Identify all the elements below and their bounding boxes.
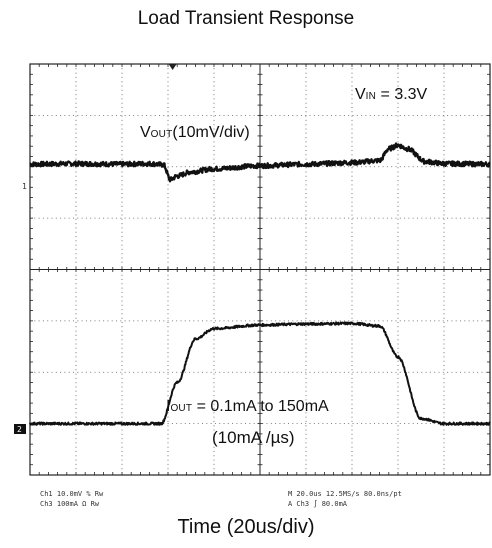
trace-ch1 bbox=[29, 142, 491, 183]
channel-2-marker: 2 bbox=[17, 425, 22, 434]
footer-right-line-1: M 20.0us 12.5MS/s 80.0ns/pt bbox=[288, 490, 402, 498]
scope-footer-left: Ch1 10.0mV % Rw Ch3 100mA Ω Rw bbox=[40, 489, 103, 509]
annotation-vout: VOUT(10mV/div) bbox=[140, 124, 250, 141]
trigger-marker bbox=[168, 64, 177, 70]
chart-title: Load Transient Response bbox=[137, 8, 355, 29]
footer-left-line-1: Ch1 10.0mV % Rw bbox=[40, 490, 104, 498]
trace-ch2 bbox=[29, 321, 491, 426]
grid bbox=[29, 63, 491, 476]
annotation-vin: VIN = 3.3V bbox=[355, 86, 428, 103]
channel-markers: 1 2 bbox=[14, 182, 27, 434]
traces bbox=[29, 142, 491, 426]
channel-1-marker: 1 bbox=[22, 182, 27, 191]
footer-left-line-2: Ch3 100mA Ω Rw bbox=[40, 500, 100, 508]
annotation-slew-rate: (10mA /µs) bbox=[212, 428, 295, 447]
footer-right-line-2: A Ch3 ∫ 80.0mA bbox=[288, 500, 348, 508]
annotation-iout: IOUT = 0.1mA to 150mA bbox=[166, 398, 329, 415]
channel-2-marker-bg bbox=[14, 424, 26, 434]
x-axis-label: Time (20us/div) bbox=[177, 516, 315, 538]
scope-footer-right: M 20.0us 12.5MS/s 80.0ns/pt A Ch3 ∫ 80.0… bbox=[288, 489, 402, 509]
